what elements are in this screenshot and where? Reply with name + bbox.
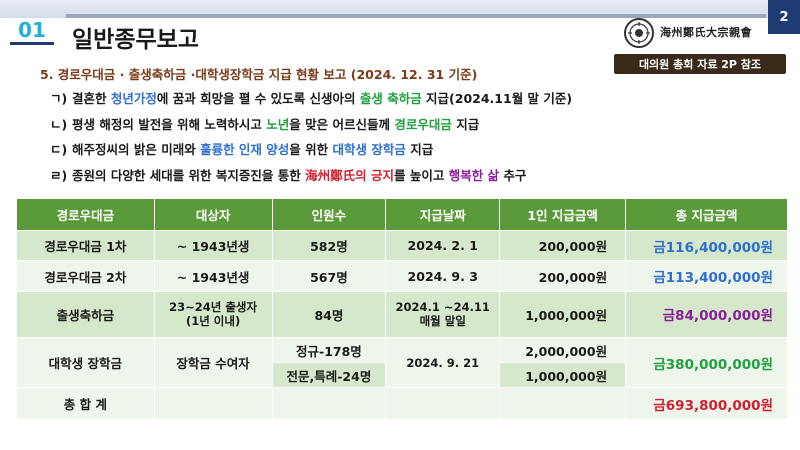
cell-per: 1,000,000원 — [499, 290, 627, 339]
top-stripe — [66, 14, 766, 18]
table-row-total: 총 합 계 금693,800,000원 — [16, 387, 788, 420]
cell-total: 금380,000,000원 — [625, 337, 788, 389]
top-band — [0, 0, 800, 18]
bullet-item: ㄹ) 종원의 다양한 세대를 위한 복지증진을 통한 海州鄭氏의 긍지를 높이고 … — [50, 165, 770, 191]
cell-target: 23~24년 출생자 (1년 이내) — [153, 290, 273, 339]
bullet-text: 추구 — [499, 167, 527, 183]
table-header-row: 경로우대금 대상자 인원수 지급날짜 1인 지급금액 총 지급금액 — [16, 198, 788, 231]
cell-per: 2,000,000원 — [499, 337, 627, 364]
bullet-text: 을 위한 — [289, 142, 333, 157]
bullet-text: 훌륭한 인재 양성 — [200, 142, 290, 157]
bullet-list: ㄱ) 결혼한 청년가정에 꿈과 희망을 펼 수 있도록 신생아의 출생 축하금 지… — [50, 88, 770, 190]
section-number: 01 — [18, 18, 46, 42]
cell-target: ~ 1943년생 — [153, 260, 273, 292]
bullet-mark: ㄷ) — [50, 142, 68, 157]
empty-cell — [153, 387, 273, 420]
col-header: 총 지급금액 — [625, 198, 788, 231]
section-subtitle: 5. 경로우대금 · 출생축하금 ·대학생장학금 지급 현황 보고 (2024.… — [40, 67, 478, 82]
cell-per: 200,000원 — [499, 229, 627, 262]
bullet-item: ㄴ) 평생 해정의 발전을 위해 노력하시고 노년을 맞은 어르신들께 경로우대금… — [50, 114, 770, 140]
col-header: 경로우대금 — [16, 198, 155, 231]
cell-total: 금113,400,000원 — [625, 260, 788, 292]
empty-cell — [271, 387, 387, 420]
table-row: 전문,특례-24명 1,000,000원 — [17, 362, 788, 389]
cell-name: 출생축하금 — [16, 290, 155, 339]
cell-date: 2024. 9. 3 — [385, 260, 501, 292]
bullet-text: 海州鄭氏의 긍지 — [305, 167, 394, 183]
cell-per: 1,000,000원 — [499, 362, 627, 389]
cell-total: 금84,000,000원 — [625, 290, 788, 339]
payment-table: 경로우대금 대상자 인원수 지급날짜 1인 지급금액 총 지급금액 경로우대금 … — [16, 198, 788, 420]
bullet-text: 평생 해정의 발전을 위해 노력하시고 — [72, 116, 267, 132]
cell-count: 정규-178명 — [271, 337, 387, 364]
grand-total-amount: 금693,800,000원 — [625, 387, 788, 420]
bullet-text: 지급(2024.11월 말 기준) — [421, 91, 573, 106]
cell-date: 2024. 2. 1 — [385, 229, 501, 262]
bullet-mark: ㄴ) — [50, 116, 68, 132]
bullet-item: ㄱ) 결혼한 청년가정에 꿈과 희망을 펼 수 있도록 신생아의 출생 축하금 지… — [50, 88, 770, 114]
page-title: 일반종무보고 — [72, 27, 199, 53]
col-header: 대상자 — [153, 198, 273, 231]
cell-target: ~ 1943년생 — [153, 229, 273, 262]
table-row: 경로우대금 1차 ~ 1943년생 582명 2024. 2. 1 200,00… — [16, 229, 788, 262]
bullet-text: 종원의 다양한 세대를 위한 복지증진을 통한 — [72, 167, 306, 183]
clan-emblem-icon — [624, 18, 654, 48]
bullet-text: 결혼한 — [72, 91, 111, 106]
col-header: 1인 지급금액 — [499, 198, 627, 231]
cell-name: 경로우대금 2차 — [16, 260, 155, 292]
bullet-text: 에 꿈과 희망을 펼 수 있도록 신생아의 — [156, 91, 360, 106]
bullet-text: 출생 축하금 — [359, 91, 422, 106]
bullet-text: 경로우대금 — [394, 116, 452, 132]
cell-name: 대학생 장학금 — [16, 337, 155, 389]
table-row: 대학생 장학금 장학금 수여자 정규-178명 2024. 9. 21 2,00… — [16, 337, 788, 389]
bullet-item: ㄷ) 해주정씨의 밝은 미래와 훌륭한 인재 양성을 위한 대학생 장학금 지급 — [50, 139, 770, 165]
cell-per: 200,000원 — [499, 260, 627, 292]
cell-count: 582명 — [271, 229, 387, 262]
bullet-text: 지급 — [405, 142, 434, 157]
section-underline — [10, 42, 54, 45]
bullet-mark: ㄹ) — [50, 167, 68, 183]
bullet-text: 지급 — [451, 116, 480, 132]
cell-date: 2024.1 ~24.11 매월 말일 — [385, 290, 501, 339]
bullet-mark: ㄱ) — [50, 91, 68, 106]
cell-count: 84명 — [271, 290, 387, 339]
slide-number: 2 — [768, 0, 800, 34]
col-header: 지급날짜 — [385, 198, 501, 231]
bullet-text: 대학생 장학금 — [332, 142, 406, 157]
bullet-text: 해주정씨의 밝은 미래와 — [72, 142, 201, 157]
cell-total: 금116,400,000원 — [625, 229, 788, 262]
bullet-text: 청년가정 — [110, 91, 157, 106]
bullet-text: 를 높이고 — [393, 167, 449, 183]
table-row: 경로우대금 2차 ~ 1943년생 567명 2024. 9. 3 200,00… — [16, 260, 788, 292]
table-row: 출생축하금 23~24년 출생자 (1년 이내) 84명 2024.1 ~24.… — [16, 290, 788, 339]
col-header: 인원수 — [271, 198, 387, 231]
reference-badge: 대의원 총회 자료 2P 참조 — [614, 54, 786, 74]
cell-count: 전문,특례-24명 — [271, 362, 387, 389]
bullet-text: 노년 — [266, 116, 290, 132]
org-name: 海州鄭氏大宗親會 — [660, 26, 752, 39]
cell-name: 경로우대금 1차 — [16, 229, 155, 262]
bullet-text: 행복한 삶 — [448, 167, 500, 183]
cell-count: 567명 — [271, 260, 387, 292]
cell-target: 장학금 수여자 — [153, 337, 273, 389]
cell-date: 2024. 9. 21 — [385, 337, 501, 389]
empty-cell — [385, 387, 501, 420]
grand-total-label: 총 합 계 — [16, 387, 155, 420]
bullet-text: 을 맞은 어르신들께 — [289, 116, 395, 132]
empty-cell — [499, 387, 627, 420]
